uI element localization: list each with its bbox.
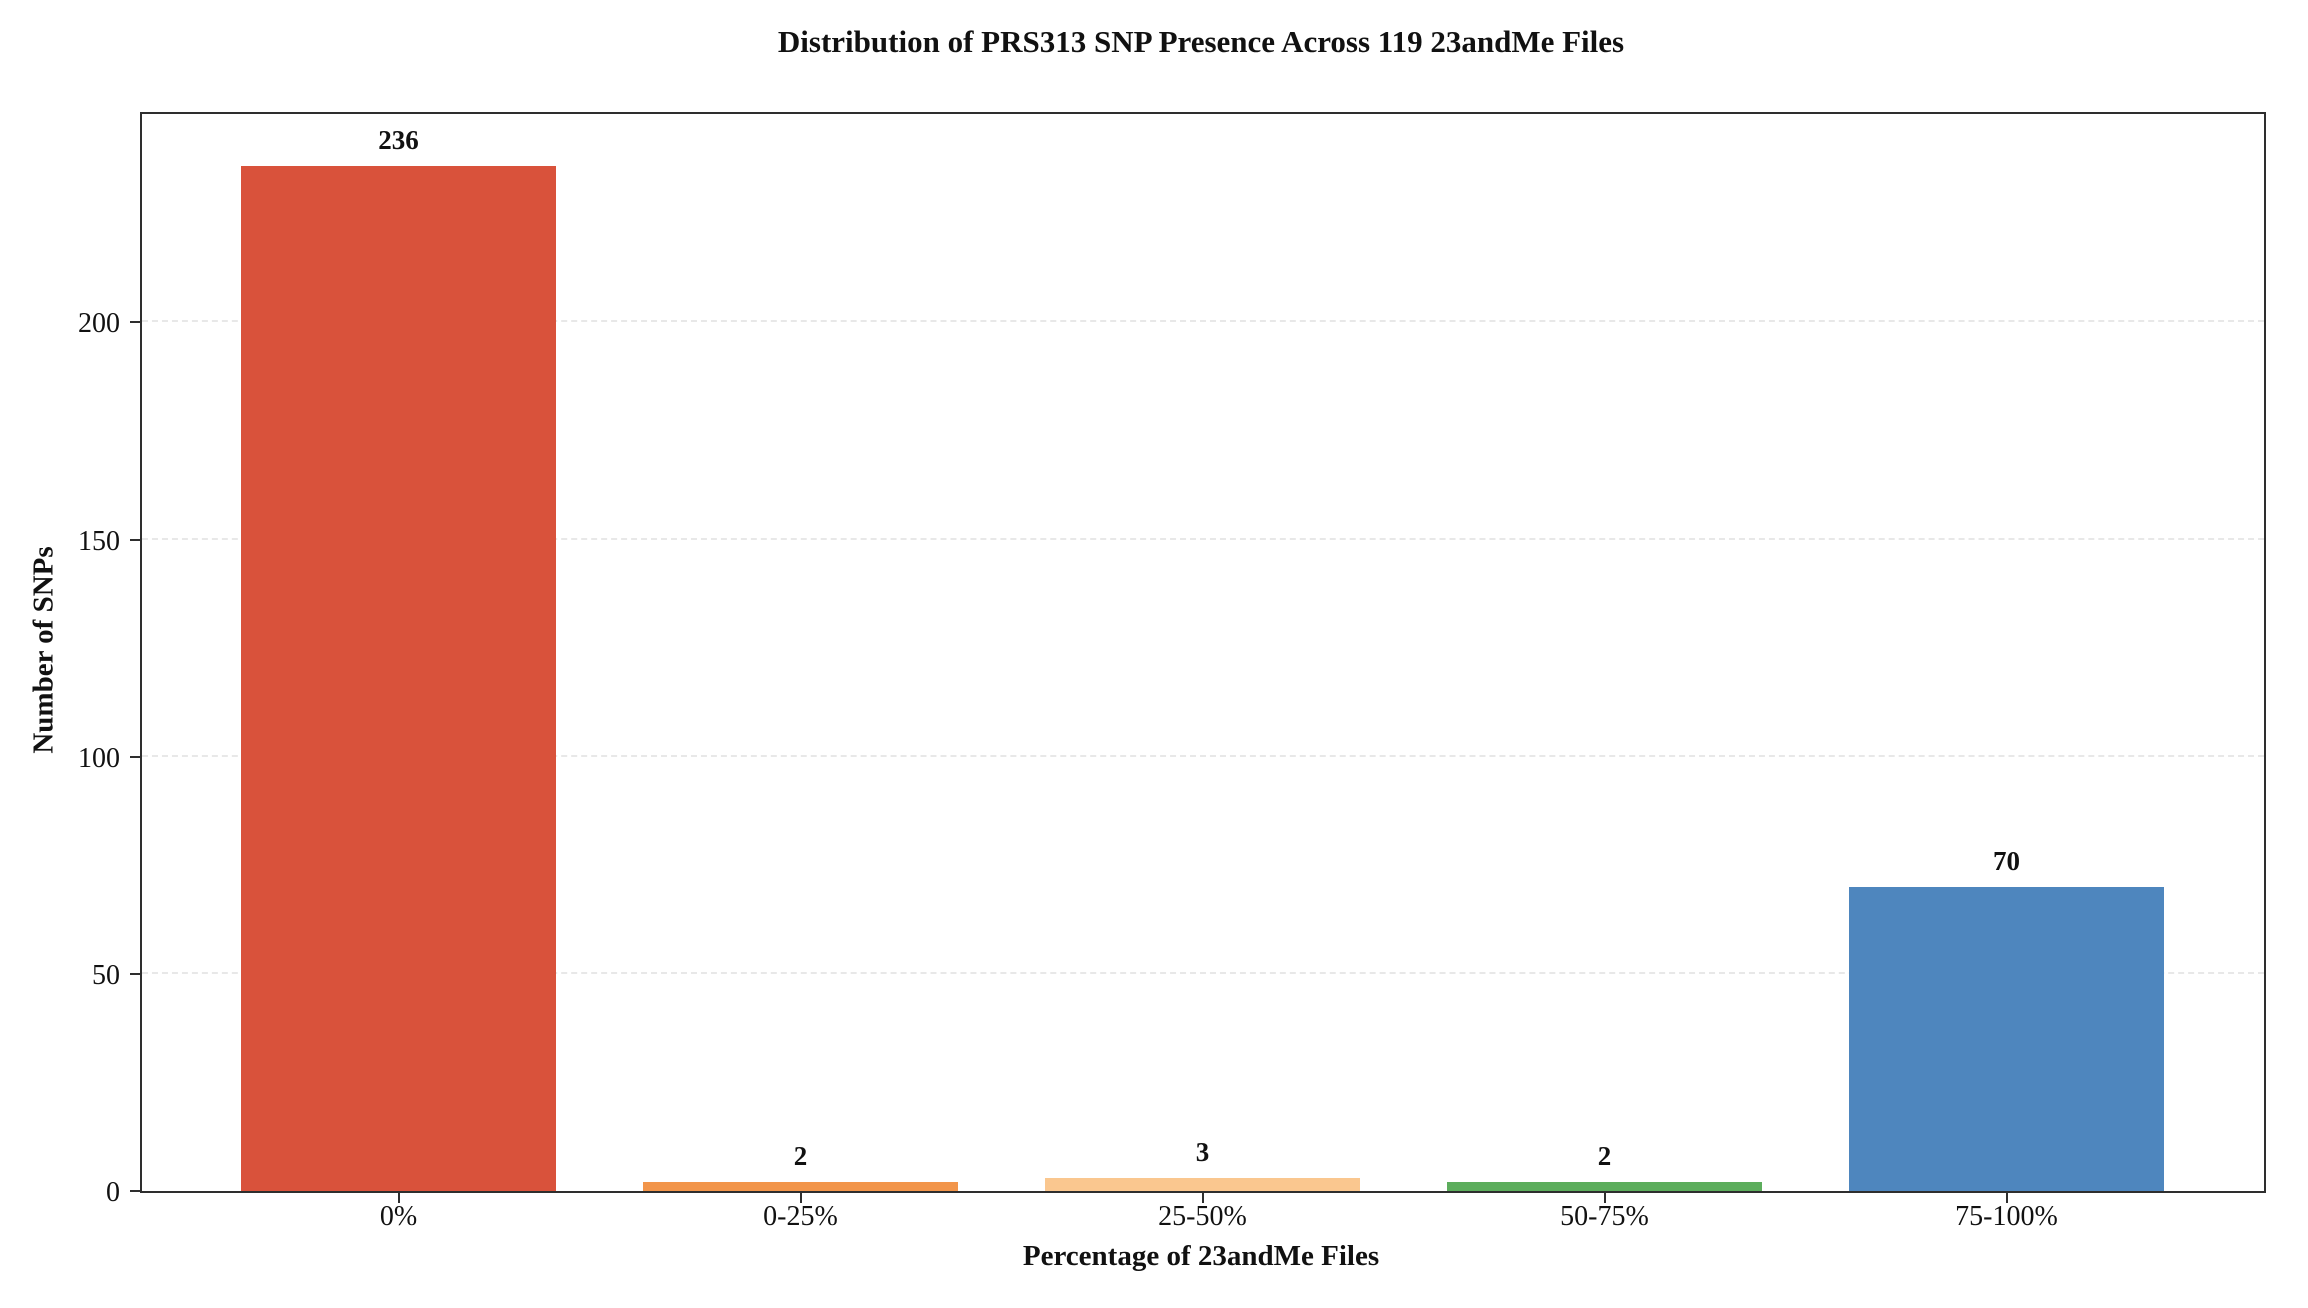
bar-value-label: 236 — [378, 125, 419, 155]
gridline-y-100 — [142, 754, 2264, 757]
y-tick — [130, 972, 140, 975]
bar-value-label: 2 — [1597, 1141, 1612, 1171]
bar-value-label: 3 — [1195, 1137, 1210, 1167]
x-axis-label: Percentage of 23andMe Files — [1022, 1240, 1380, 1272]
y-tick-label: 0 — [106, 1177, 120, 1208]
x-tick — [1201, 1193, 1204, 1203]
x-tick-label: 75-100% — [1955, 1201, 2058, 1232]
x-tick — [397, 1193, 400, 1203]
plot-area: 236 0% 2 0-25% 3 25-50% 2 50-75% 70 75-100% 0 50 100… — [78, 112, 2266, 1232]
bar-value-label: 70 — [1993, 846, 2020, 876]
y-tick-label: 50 — [92, 959, 120, 991]
bar-0% — [241, 166, 556, 1191]
bar-value-label: 2 — [793, 1141, 808, 1171]
bar-75-100% — [1849, 887, 2164, 1191]
x-tick-label: 0% — [379, 1201, 418, 1232]
y-axis-label-text: Number of SNPs — [27, 546, 60, 754]
gridline-y-150 — [142, 537, 2264, 540]
y-tick — [130, 755, 140, 758]
bar-0-25% — [643, 1182, 958, 1191]
x-tick — [799, 1193, 802, 1203]
x-tick-label: 25-50% — [1158, 1201, 1247, 1232]
x-tick-label: 0-25% — [763, 1201, 838, 1232]
x-tick — [1603, 1193, 1606, 1203]
y-tick — [130, 538, 140, 541]
y-tick — [130, 321, 140, 324]
bar-25-50% — [1045, 1178, 1360, 1191]
gridline-y-50 — [142, 971, 2264, 974]
y-tick-label: 200 — [78, 308, 120, 340]
gridline-y-200 — [142, 320, 2264, 323]
x-tick-label: 50-75% — [1560, 1201, 1649, 1232]
chart-title: Distribution of PRS313 SNP Presence Acro… — [777, 24, 1625, 59]
y-tick-label: 150 — [78, 525, 120, 557]
y-tick-label: 100 — [78, 742, 120, 774]
x-tick — [2005, 1193, 2008, 1203]
y-tick — [130, 1190, 140, 1192]
bar-50-75% — [1447, 1182, 1762, 1191]
